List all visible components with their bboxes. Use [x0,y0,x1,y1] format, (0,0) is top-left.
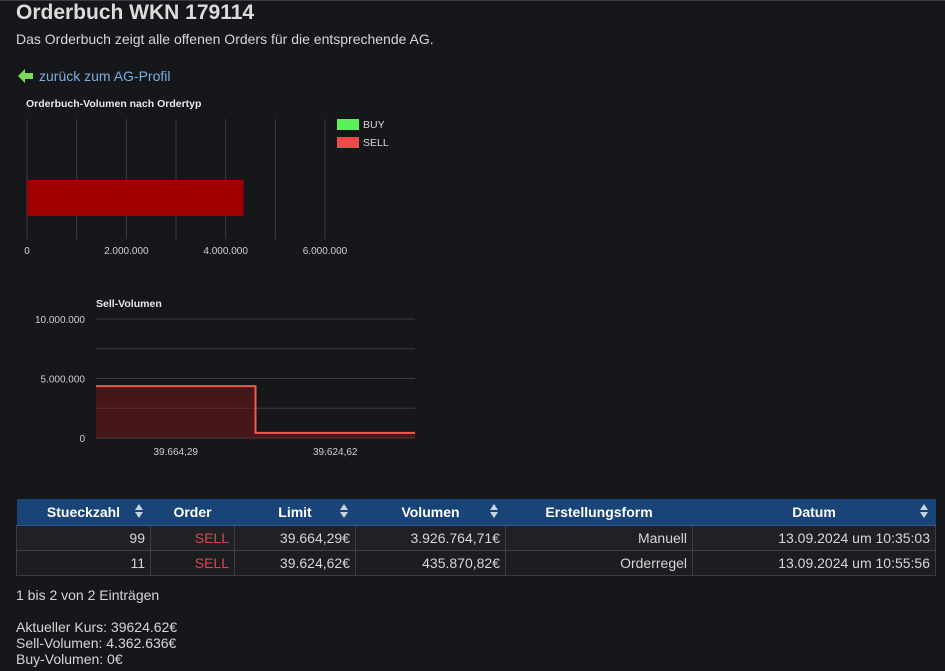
col-header-volumen[interactable]: Volumen [355,499,506,526]
sort-icon[interactable] [339,504,348,518]
sell-volume-chart: Sell-Volumen 0 5.000.000 10.000.000 39.664,2… [0,291,430,471]
entries-info: 1 bis 2 von 2 Einträgen [16,587,160,603]
back-to-ag-profile-link[interactable]: zurück zum AG-Profil [18,68,170,84]
orderbook-table: Stueckzahl Order Limit Volumen Erstellun… [16,499,936,576]
cell-stueckzahl: 99 [16,524,151,551]
cell-limit: 39.624,62€ [234,549,356,576]
chart-title: Sell-Volumen [96,298,162,310]
cell-datum: 13.09.2024 um 10:35:03 [692,524,936,551]
ordertype-volume-chart-svg: Orderbuch-Volumen nach Ordertyp 0 2.000.00… [24,98,389,257]
y-tick-label: 10.000.000 [35,315,85,326]
cell-datum: 13.09.2024 um 10:55:56 [692,549,936,576]
y-tick-label: 0 [79,434,85,445]
x-tick-label: 6.000.000 [303,246,348,257]
col-header-limit[interactable]: Limit [234,499,356,526]
col-header-stueckzahl[interactable]: Stueckzahl [16,499,151,526]
x-tick-label: 4.000.000 [203,246,248,257]
table-row: 99 SELL 39.664,29€ 3.926.764,71€ Manuell… [16,524,936,551]
back-link-label: zurück zum AG-Profil [39,68,171,84]
legend-swatch-buy [337,119,359,130]
page-title: Orderbuch WKN 179114 [16,1,255,24]
x-tick-label: 0 [24,246,30,257]
legend-swatch-sell [337,137,359,148]
x-tick-label: 2.000.000 [104,246,149,257]
chart-title: Orderbuch-Volumen nach Ordertyp [26,98,201,110]
page-subtitle: Das Orderbuch zeigt alle offenen Orders … [16,31,434,47]
series-line [96,385,415,434]
cell-volumen: 435.870,82€ [355,549,506,576]
col-header-erstellungsform: Erstellungsform [505,499,693,526]
sort-icon[interactable] [489,504,498,518]
cell-volumen: 3.926.764,71€ [355,524,506,551]
cell-limit: 39.664,29€ [234,524,356,551]
x-tick-label: 39.664,29 [154,447,199,458]
sell-volume-chart-svg: Sell-Volumen 0 5.000.000 10.000.000 39.664,2… [35,298,415,458]
cell-erstellungsform: Orderregel [505,549,693,576]
sort-icon[interactable] [134,504,143,518]
y-tick-label: 5.000.000 [41,375,86,386]
sell-volume-total: Sell-Volumen: 4.362.636€ [16,635,177,651]
legend-label-sell: SELL [363,137,389,149]
sort-icon[interactable] [919,504,928,518]
legend-label-buy: BUY [363,119,385,131]
x-tick-label: 39.624,62 [313,447,358,458]
table-row: 11 SELL 39.624,62€ 435.870,82€ Orderrege… [16,549,936,576]
cell-stueckzahl: 11 [16,549,151,576]
col-header-order: Order [150,499,235,526]
cell-erstellungsform: Manuell [505,524,693,551]
cell-order: SELL [150,524,235,551]
current-price: Aktueller Kurs: 39624.62€ [16,619,178,635]
table-header-row: Stueckzahl Order Limit Volumen Erstellun… [16,499,936,526]
cell-order: SELL [150,549,235,576]
buy-volume-total: Buy-Volumen: 0€ [16,651,123,667]
bar-sell [27,180,244,216]
col-header-datum[interactable]: Datum [692,499,936,526]
arrow-left-icon [18,69,34,83]
ordertype-volume-chart: Orderbuch-Volumen nach Ordertyp 0 2.000.00… [0,91,420,271]
